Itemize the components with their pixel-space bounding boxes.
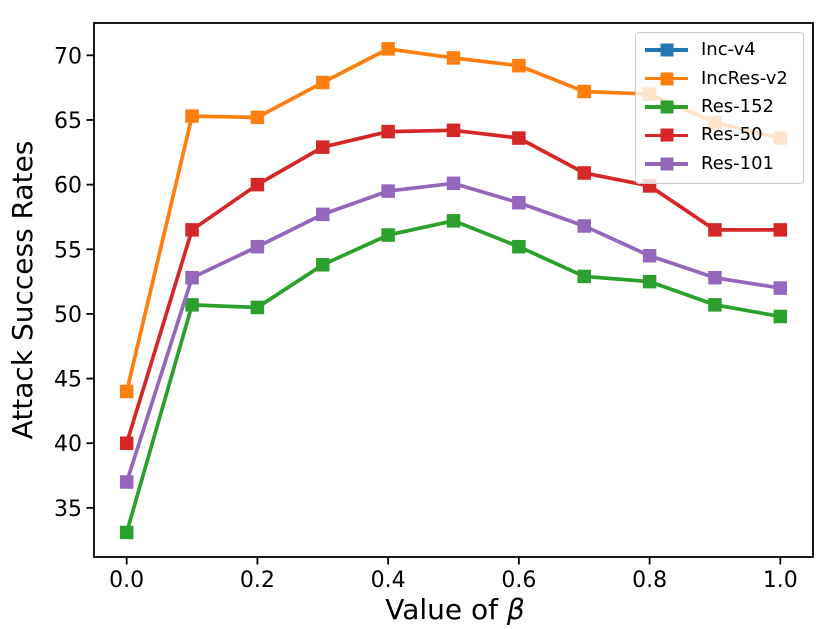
series-marker-Res-152: [446, 214, 461, 228]
y-tick-label: 40: [54, 432, 82, 457]
legend-line-sample: [645, 72, 688, 86]
legend: Inc-v4 IncRes-v2 Res-152 Res-50 Res-101: [635, 32, 804, 184]
series-marker-IncRes-v2: [381, 42, 395, 56]
series-marker-Res-50: [512, 131, 526, 145]
y-tick-label: 45: [54, 368, 82, 393]
series-marker-Res-152: [577, 269, 591, 284]
series-marker-Res-101: [708, 270, 722, 285]
series-marker-Res-50: [446, 123, 461, 138]
series-marker-Res-50: [316, 140, 330, 154]
series-marker-Res-101: [185, 270, 199, 285]
x-tick-label: 0.4: [371, 568, 406, 593]
x-tick-label: 0.6: [501, 568, 536, 593]
series-marker-Res-50: [250, 177, 265, 192]
legend-item-Res-152: Res-152: [645, 93, 803, 121]
legend-label: Inc-v4: [701, 39, 756, 61]
series-marker-Res-152: [512, 239, 526, 254]
plot-border: [93, 22, 814, 558]
x-tick-label: 1.0: [763, 568, 798, 593]
series-marker-Res-152: [381, 228, 395, 242]
series-marker-Res-101: [446, 176, 461, 191]
legend-line-sample: [645, 157, 688, 171]
series-marker-IncRes-v2: [577, 84, 591, 99]
series-marker-Res-50: [185, 223, 199, 237]
series-marker-Res-50: [381, 124, 395, 139]
x-axis-label-text: Value of: [385, 593, 507, 626]
series-marker-IncRes-v2: [185, 109, 199, 123]
series-marker-Res-50: [708, 223, 722, 237]
series-marker-Res-101: [642, 248, 657, 263]
x-tick-label: 0.8: [632, 568, 667, 593]
legend-item-Inc-v4: Inc-v4: [645, 36, 803, 64]
beta-symbol: β: [506, 593, 525, 626]
series-marker-Res-50: [577, 166, 591, 180]
series-marker-IncRes-v2: [446, 51, 461, 65]
legend-item-IncRes-v2: IncRes-v2: [645, 64, 803, 92]
legend-line-sample: [645, 128, 688, 142]
legend-label: Res-101: [701, 152, 775, 174]
series-marker-Res-101: [316, 207, 330, 222]
legend-line-sample: [645, 100, 688, 114]
legend-line-sample: [645, 43, 688, 57]
legend-square-marker-icon: [660, 100, 673, 114]
series-marker-Res-152: [316, 258, 330, 272]
y-tick-label: 65: [54, 109, 82, 134]
series-marker-Res-50: [773, 223, 788, 237]
series-marker-Res-50: [119, 436, 134, 450]
legend-label: Res-50: [701, 124, 763, 146]
series-marker-Res-101: [512, 195, 526, 210]
y-axis-label: Attack Success Rates: [6, 141, 39, 440]
series-marker-Res-152: [708, 298, 722, 312]
x-tick-label: 0.0: [109, 568, 144, 593]
y-tick-label: 70: [54, 44, 82, 69]
legend-square-marker-icon: [660, 128, 673, 142]
series-marker-Res-152: [185, 298, 199, 312]
series-marker-Res-101: [773, 281, 788, 295]
series-marker-IncRes-v2: [316, 75, 330, 90]
series-marker-Res-101: [250, 239, 265, 254]
y-tick-label: 35: [54, 497, 82, 522]
series-marker-Res-152: [642, 274, 657, 289]
series-line-Res-101: [124, 181, 781, 483]
y-tick-label: 60: [54, 174, 82, 199]
y-tick-label: 50: [54, 303, 82, 328]
legend-item-Res-101: Res-101: [645, 150, 803, 178]
series-marker-Res-152: [773, 309, 788, 324]
series-marker-Res-101: [119, 475, 134, 489]
x-tick-label: 0.2: [240, 568, 275, 593]
series-marker-IncRes-v2: [119, 384, 134, 399]
legend-label: IncRes-v2: [701, 67, 788, 89]
series-marker-Res-101: [577, 219, 591, 233]
series-marker-Res-152: [119, 525, 134, 540]
series-marker-Res-152: [250, 300, 265, 315]
legend-square-marker-icon: [660, 72, 673, 86]
x-axis-label: Value of β: [385, 593, 525, 626]
legend-square-marker-icon: [660, 43, 673, 57]
y-tick-label: 55: [54, 238, 82, 263]
series-marker-Res-101: [381, 184, 395, 198]
series-marker-IncRes-v2: [250, 110, 265, 125]
series-marker-IncRes-v2: [512, 58, 526, 73]
legend-square-marker-icon: [660, 157, 673, 171]
legend-item-Res-50: Res-50: [645, 121, 803, 149]
legend-label: Res-152: [701, 95, 775, 117]
